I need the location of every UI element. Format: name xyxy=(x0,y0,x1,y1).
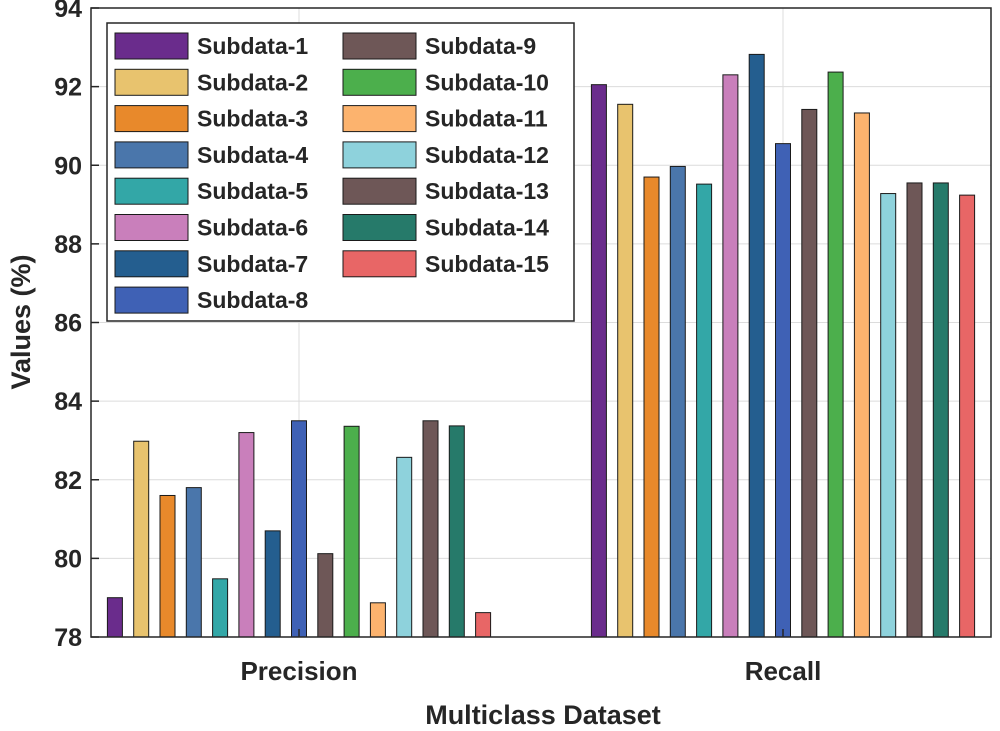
legend-item: Subdata-3 xyxy=(114,105,308,133)
bar-subdata-5-recall xyxy=(696,183,713,638)
bar-subdata-2-precision xyxy=(133,440,150,638)
legend-item: Subdata-7 xyxy=(114,250,308,278)
bar-subdata-12-recall xyxy=(880,193,897,638)
legend: Subdata-1 Subdata-2 Subdata-3 Subdata-4 Subd… xyxy=(106,22,575,322)
legend-label: Subdata-14 xyxy=(425,215,549,241)
x-axis-label: Multiclass Dataset xyxy=(425,700,661,730)
y-tick-label: 94 xyxy=(54,0,82,23)
bar-subdata-3-precision xyxy=(159,494,176,638)
y-axis-label: Values (%) xyxy=(6,254,36,389)
bar-subdata-1-recall xyxy=(590,84,607,638)
legend-item: Subdata-12 xyxy=(342,141,549,169)
legend-label: Subdata-2 xyxy=(197,69,308,95)
legend-label: Subdata-10 xyxy=(425,69,549,95)
bar-subdata-15-recall xyxy=(959,194,976,638)
bar-subdata-15-precision xyxy=(475,612,492,638)
legend-swatch xyxy=(342,141,417,169)
legend-label: Subdata-5 xyxy=(197,178,308,204)
legend-label: Subdata-13 xyxy=(425,178,549,204)
legend-label: Subdata-15 xyxy=(425,251,549,277)
bar-subdata-10-precision xyxy=(343,425,360,638)
y-axis-ticks: 78 80 82 84 86 88 90 92 94 xyxy=(54,0,99,652)
bar-subdata-12-precision xyxy=(396,456,413,638)
legend-swatch xyxy=(342,105,417,133)
legend-item: Subdata-10 xyxy=(342,68,549,96)
x-axis-ticks: Precision Recall xyxy=(240,629,821,686)
bar-subdata-3-recall xyxy=(643,176,660,638)
bar-subdata-11-precision xyxy=(369,602,386,638)
legend-swatch xyxy=(342,68,417,96)
legend-item: Subdata-4 xyxy=(114,141,308,169)
x-tick-label-precision: Precision xyxy=(240,656,357,686)
legend-item: Subdata-11 xyxy=(342,105,548,133)
legend-item: Subdata-8 xyxy=(114,286,308,314)
legend-item: Subdata-6 xyxy=(114,214,308,241)
legend-item: Subdata-13 xyxy=(342,177,549,205)
legend-label: Subdata-6 xyxy=(197,215,308,241)
y-tick-label: 84 xyxy=(54,388,82,416)
y-tick-label: 92 xyxy=(54,74,82,102)
y-tick-label: 80 xyxy=(54,545,82,573)
legend-swatch xyxy=(114,32,189,60)
bar-subdata-13-precision xyxy=(422,420,439,638)
legend-swatch xyxy=(342,32,417,60)
legend-swatch xyxy=(342,177,417,205)
legend-swatch xyxy=(114,141,189,169)
legend-swatch xyxy=(114,286,189,314)
bar-subdata-8-precision xyxy=(291,420,307,638)
bar-subdata-7-precision xyxy=(264,530,281,638)
bar-subdata-6-recall xyxy=(722,74,739,638)
legend-label: Subdata-7 xyxy=(197,251,308,277)
legend-item: Subdata-5 xyxy=(114,177,308,205)
bar-subdata-4-precision xyxy=(185,487,202,638)
legend-swatch xyxy=(342,250,417,278)
legend-swatch xyxy=(114,250,189,278)
legend-swatch xyxy=(114,68,189,96)
bar-subdata-8-recall xyxy=(775,143,791,638)
bar-subdata-7-recall xyxy=(748,53,765,638)
bar-subdata-11-recall xyxy=(853,112,870,638)
bar-subdata-9-precision xyxy=(317,553,334,638)
bar-subdata-14-precision xyxy=(448,425,465,638)
bar-subdata-2-recall xyxy=(617,103,634,638)
legend-swatch xyxy=(114,214,189,241)
legend-swatch xyxy=(114,177,189,205)
legend-label: Subdata-4 xyxy=(197,142,308,168)
legend-label: Subdata-3 xyxy=(197,106,308,132)
y-tick-label: 82 xyxy=(54,467,82,495)
bar-subdata-6-precision xyxy=(238,432,255,638)
bar-subdata-4-recall xyxy=(669,165,686,638)
bar-subdata-5-precision xyxy=(212,578,229,638)
legend-item: Subdata-9 xyxy=(342,32,536,60)
y-tick-label: 88 xyxy=(54,231,82,259)
legend-item: Subdata-15 xyxy=(342,250,549,278)
bar-subdata-1-precision xyxy=(106,597,123,638)
bar-subdata-14-recall xyxy=(932,182,949,638)
legend-label: Subdata-11 xyxy=(425,106,548,132)
legend-label: Subdata-1 xyxy=(197,33,308,59)
y-tick-label: 86 xyxy=(54,310,82,338)
legend-label: Subdata-8 xyxy=(197,287,308,313)
legend-item: Subdata-1 xyxy=(114,32,308,60)
legend-label: Subdata-12 xyxy=(425,142,549,168)
x-tick-label-recall: Recall xyxy=(745,656,822,686)
bar-subdata-9-recall xyxy=(801,108,818,638)
legend-swatch xyxy=(342,214,417,241)
legend-item: Subdata-2 xyxy=(114,68,308,96)
legend-label: Subdata-9 xyxy=(425,33,536,59)
y-tick-label: 78 xyxy=(54,624,82,652)
bar-subdata-13-recall xyxy=(906,182,923,638)
bar-subdata-10-recall xyxy=(827,71,844,638)
legend-swatch xyxy=(114,105,189,133)
legend-item: Subdata-14 xyxy=(342,214,549,241)
y-tick-label: 90 xyxy=(54,152,82,180)
